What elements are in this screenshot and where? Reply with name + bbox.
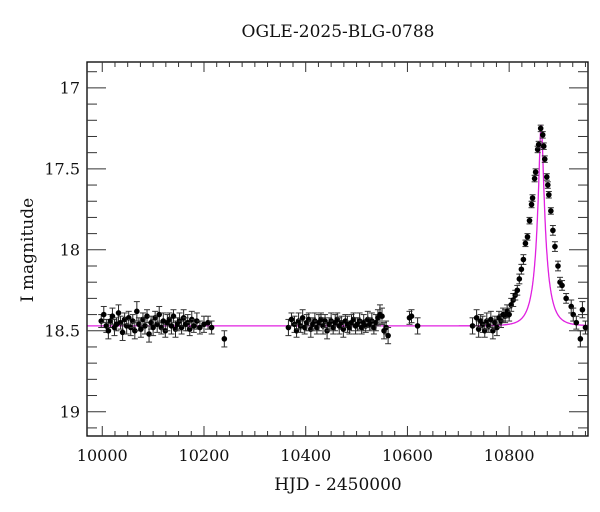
x-tick-label: 10200 xyxy=(178,446,230,465)
y-tick-label: 19 xyxy=(59,402,80,422)
x-axis-label: HJD - 2450000 xyxy=(274,475,402,495)
y-tick-label: 17 xyxy=(59,78,80,98)
data-point xyxy=(520,254,527,265)
data-point xyxy=(529,194,536,202)
x-tick-label: 10800 xyxy=(483,446,535,465)
data-point xyxy=(141,317,148,335)
data-point xyxy=(540,142,547,150)
data-point xyxy=(487,310,494,329)
data-point xyxy=(524,233,531,241)
data-point xyxy=(338,315,345,330)
data-point xyxy=(518,263,525,275)
data-point xyxy=(551,241,558,252)
x-tick-label: 10400 xyxy=(280,446,332,465)
data-point xyxy=(516,273,523,285)
data-point xyxy=(577,330,584,348)
data-point xyxy=(531,174,538,183)
data-point xyxy=(522,239,529,248)
data-point xyxy=(109,307,116,325)
data-point xyxy=(190,318,197,333)
data-point xyxy=(526,216,533,225)
y-tick-label: 18.5 xyxy=(44,321,80,341)
data-point xyxy=(537,124,544,133)
data-point xyxy=(137,320,144,338)
chart-title: OGLE-2025-BLG-0788 xyxy=(241,22,435,42)
data-point xyxy=(545,191,552,199)
data-point xyxy=(543,173,550,181)
data-point xyxy=(379,307,386,325)
data-point xyxy=(196,320,203,335)
data-point xyxy=(549,225,556,236)
x-tick-label: 10000 xyxy=(76,446,128,465)
data-point xyxy=(528,200,535,209)
data-point xyxy=(117,315,124,330)
data-point xyxy=(385,327,392,345)
data-point xyxy=(208,320,215,335)
data-point xyxy=(535,140,542,149)
data-point xyxy=(125,310,132,325)
data-point xyxy=(299,309,306,327)
y-tick-label: 18 xyxy=(59,240,80,260)
data-point xyxy=(544,181,551,189)
data-point xyxy=(221,330,228,348)
data-points xyxy=(98,124,589,348)
data-point xyxy=(100,305,107,324)
data-point xyxy=(414,317,421,335)
data-point xyxy=(563,293,570,304)
data-point xyxy=(573,315,580,330)
data-point xyxy=(554,260,561,272)
data-point xyxy=(170,309,177,324)
data-point xyxy=(288,312,295,327)
data-point xyxy=(579,301,586,319)
y-tick-label: 17.5 xyxy=(44,159,80,179)
data-point xyxy=(408,309,415,324)
data-point xyxy=(168,317,175,335)
data-point xyxy=(559,280,566,291)
data-point xyxy=(193,312,200,330)
data-point xyxy=(532,168,539,176)
x-tick-label: 10600 xyxy=(381,446,433,465)
data-point xyxy=(514,284,521,296)
data-point xyxy=(539,131,546,139)
data-point xyxy=(547,207,554,215)
data-point xyxy=(541,155,548,163)
axes-frame xyxy=(86,61,589,437)
data-point xyxy=(473,309,480,327)
